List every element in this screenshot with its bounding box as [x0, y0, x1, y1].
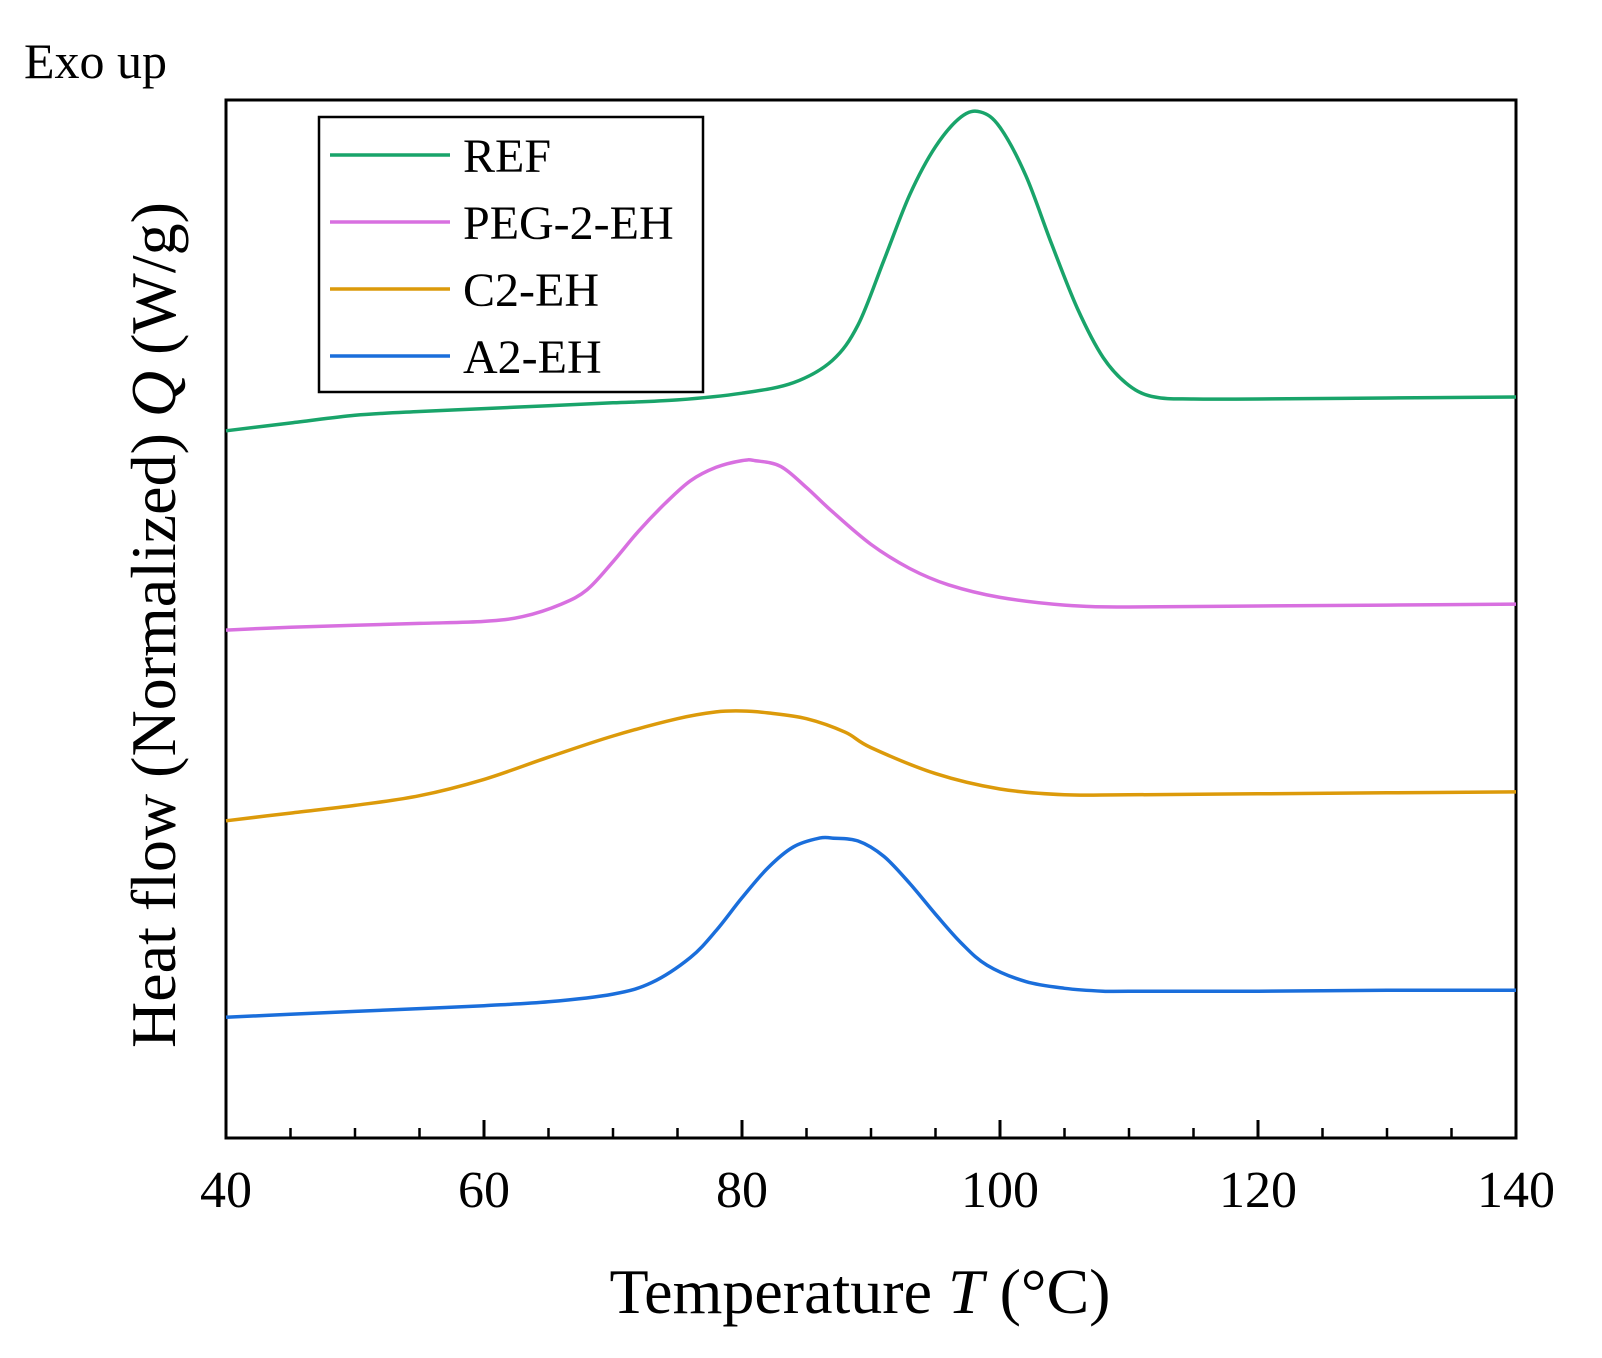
- x-axis-ticks: 40 60 80 100 120 140: [200, 1120, 1555, 1219]
- legend-label-c2-eh: C2-EH: [463, 264, 599, 317]
- legend-box: [317, 115, 705, 394]
- series-line-ref: [225, 109, 1517, 433]
- x-tick-label: 80: [716, 1162, 768, 1219]
- series-line-c2-eh: [225, 709, 1517, 823]
- y-axis-label-symbol: Q: [118, 371, 189, 417]
- y-axis-label: Heat flow (Normalized) Q (W/g): [118, 202, 189, 1048]
- legend: REF PEG-2-EH C2-EH A2-EH: [317, 115, 705, 394]
- y-axis-label-main: Heat flow (Normalized): [118, 417, 189, 1048]
- exo-up-annotation: Exo up: [24, 33, 167, 89]
- x-axis-label-symbol: T: [948, 1256, 988, 1327]
- series-layer: [225, 109, 1517, 1019]
- y-axis-label-unit: (W/g): [118, 202, 189, 371]
- x-axis-label: Temperature T (°C): [610, 1256, 1111, 1327]
- series-line-a2-eh: [225, 835, 1517, 1019]
- x-axis-label-unit: (°C): [984, 1256, 1111, 1327]
- legend-label-peg-2-eh: PEG-2-EH: [463, 197, 674, 250]
- legend-label-ref: REF: [463, 130, 551, 183]
- x-tick-label: 40: [200, 1162, 252, 1219]
- x-tick-label: 140: [1477, 1162, 1555, 1219]
- x-tick-label: 120: [1219, 1162, 1297, 1219]
- x-axis-label-main: Temperature: [610, 1256, 948, 1327]
- legend-label-a2-eh: A2-EH: [463, 331, 602, 384]
- series-line-peg-2-eh: [225, 458, 1517, 632]
- x-tick-label: 100: [961, 1162, 1039, 1219]
- legend-items: REF PEG-2-EH C2-EH A2-EH: [330, 130, 674, 384]
- x-tick-label: 60: [458, 1162, 510, 1219]
- plot-area: 40 60 80 100 120 140: [200, 98, 1555, 1219]
